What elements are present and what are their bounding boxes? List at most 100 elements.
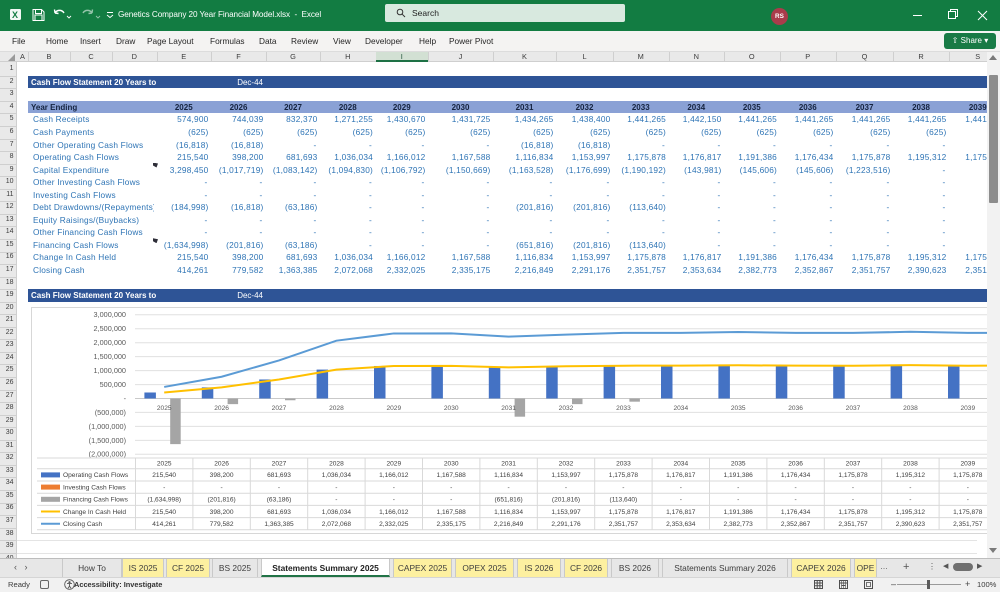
svg-text:2,291,176: 2,291,176: [551, 521, 581, 528]
svg-text:2027: 2027: [272, 405, 287, 412]
svg-text:(500,000): (500,000): [95, 408, 126, 417]
svg-text:2,335,175: 2,335,175: [437, 521, 467, 528]
svg-text:1,175,878: 1,175,878: [838, 472, 868, 479]
svg-text:-: -: [565, 484, 567, 491]
svg-text:-: -: [852, 484, 854, 491]
svg-text:2033: 2033: [616, 405, 631, 412]
svg-text:1,167,588: 1,167,588: [437, 509, 467, 516]
svg-text:1,153,997: 1,153,997: [551, 509, 581, 516]
svg-text:2036: 2036: [788, 405, 803, 412]
svg-text:(1,500,000): (1,500,000): [89, 436, 126, 445]
svg-text:2035: 2035: [731, 461, 746, 468]
svg-text:1,363,385: 1,363,385: [264, 521, 294, 528]
svg-text:2,216,849: 2,216,849: [494, 521, 524, 528]
svg-text:1,176,817: 1,176,817: [666, 472, 696, 479]
svg-text:2036: 2036: [788, 461, 803, 468]
svg-text:1,167,588: 1,167,588: [437, 472, 467, 479]
svg-text:1,166,012: 1,166,012: [379, 472, 409, 479]
svg-text:1,175,878: 1,175,878: [838, 509, 868, 516]
svg-text:Financing Cash Flows: Financing Cash Flows: [63, 497, 129, 504]
svg-text:Operating Cash Flows: Operating Cash Flows: [63, 472, 129, 479]
svg-text:-: -: [393, 484, 395, 491]
svg-text:2033: 2033: [616, 461, 631, 468]
svg-text:2,382,773: 2,382,773: [724, 521, 754, 528]
svg-text:2026: 2026: [214, 405, 229, 412]
svg-text:-: -: [507, 484, 509, 491]
svg-text:(1,634,998): (1,634,998): [147, 497, 181, 504]
svg-text:1,176,817: 1,176,817: [666, 509, 696, 516]
svg-text:3,000,000: 3,000,000: [94, 310, 126, 319]
svg-text:2,352,867: 2,352,867: [781, 521, 811, 528]
svg-text:2,500,000: 2,500,000: [94, 324, 126, 333]
svg-text:2032: 2032: [559, 461, 574, 468]
svg-text:2037: 2037: [846, 461, 861, 468]
svg-text:2030: 2030: [444, 405, 459, 412]
svg-text:(201,816): (201,816): [552, 497, 580, 504]
svg-text:-: -: [737, 484, 739, 491]
svg-text:2,351,757: 2,351,757: [838, 521, 868, 528]
svg-text:1,036,034: 1,036,034: [322, 509, 352, 516]
svg-text:(2,000,000): (2,000,000): [89, 450, 126, 459]
svg-text:1,175,878: 1,175,878: [953, 509, 983, 516]
svg-text:Investing Cash Flows: Investing Cash Flows: [63, 484, 126, 491]
svg-text:-: -: [680, 484, 682, 491]
svg-text:1,176,434: 1,176,434: [781, 509, 811, 516]
svg-text:1,175,878: 1,175,878: [953, 472, 983, 479]
svg-text:2037: 2037: [846, 405, 861, 412]
svg-text:1,195,312: 1,195,312: [896, 509, 926, 516]
svg-text:2035: 2035: [731, 405, 746, 412]
svg-text:-: -: [794, 497, 796, 504]
svg-text:2029: 2029: [386, 405, 401, 412]
svg-text:1,191,386: 1,191,386: [724, 509, 754, 516]
svg-text:(113,640): (113,640): [610, 497, 638, 504]
svg-text:(201,816): (201,816): [207, 497, 235, 504]
svg-text:-: -: [450, 484, 452, 491]
svg-text:215,540: 215,540: [152, 472, 176, 479]
svg-text:1,195,312: 1,195,312: [896, 472, 926, 479]
svg-text:1,175,878: 1,175,878: [609, 472, 639, 479]
svg-text:2027: 2027: [272, 461, 287, 468]
svg-text:2,351,757: 2,351,757: [609, 521, 639, 528]
svg-text:(63,186): (63,186): [267, 497, 292, 504]
svg-text:1,191,386: 1,191,386: [724, 472, 754, 479]
svg-text:2032: 2032: [559, 405, 574, 412]
svg-text:2039: 2039: [960, 405, 975, 412]
svg-text:X: X: [12, 10, 18, 20]
svg-text:-: -: [335, 484, 337, 491]
svg-text:1,175,878: 1,175,878: [609, 509, 639, 516]
svg-text:-: -: [737, 497, 739, 504]
svg-text:1,500,000: 1,500,000: [94, 352, 126, 361]
svg-text:-: -: [967, 497, 969, 504]
svg-text:-: -: [335, 497, 337, 504]
svg-text:2029: 2029: [386, 461, 401, 468]
svg-text:-: -: [794, 484, 796, 491]
svg-text:2,332,025: 2,332,025: [379, 521, 409, 528]
svg-text:2031: 2031: [501, 461, 516, 468]
svg-text:(651,816): (651,816): [494, 497, 522, 504]
svg-text:2039: 2039: [960, 461, 975, 468]
svg-text:2034: 2034: [673, 461, 688, 468]
svg-text:2026: 2026: [214, 461, 229, 468]
svg-text:1,116,834: 1,116,834: [494, 472, 523, 479]
svg-text:Closing Cash: Closing Cash: [63, 521, 103, 528]
svg-text:2,000,000: 2,000,000: [94, 338, 126, 347]
svg-text:2028: 2028: [329, 461, 344, 468]
svg-text:414,261: 414,261: [152, 521, 176, 528]
svg-text:681,693: 681,693: [267, 472, 291, 479]
svg-text:1,153,997: 1,153,997: [551, 472, 581, 479]
svg-text:500,000: 500,000: [100, 380, 126, 389]
svg-text:-: -: [622, 484, 624, 491]
svg-text:1,036,034: 1,036,034: [322, 472, 352, 479]
svg-text:2,353,634: 2,353,634: [666, 521, 696, 528]
svg-text:2038: 2038: [903, 461, 918, 468]
svg-text:Change In Cash Held: Change In Cash Held: [63, 509, 126, 516]
svg-text:-: -: [852, 497, 854, 504]
svg-text:2038: 2038: [903, 405, 918, 412]
svg-text:2,351,757: 2,351,757: [953, 521, 983, 528]
svg-text:681,693: 681,693: [267, 509, 291, 516]
svg-text:-: -: [909, 497, 911, 504]
svg-text:1,166,012: 1,166,012: [379, 509, 409, 516]
svg-text:1,176,434: 1,176,434: [781, 472, 811, 479]
svg-text:-: -: [967, 484, 969, 491]
svg-text:-: -: [220, 484, 222, 491]
